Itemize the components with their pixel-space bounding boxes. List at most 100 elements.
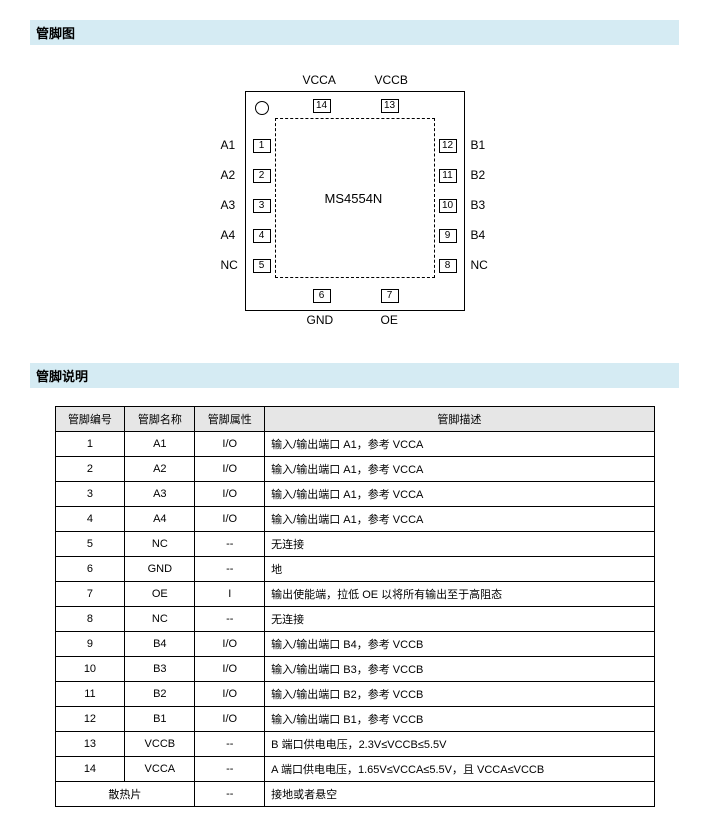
table-cell: I/O	[195, 432, 265, 457]
table-cell: 输入/输出端口 A1，参考 VCCA	[265, 457, 654, 482]
table-cell: 10	[55, 657, 125, 682]
table-cell: 无连接	[265, 607, 654, 632]
table-cell: A1	[125, 432, 195, 457]
table-cell: 4	[55, 507, 125, 532]
table-cell: 1	[55, 432, 125, 457]
pin-number-box: 6	[313, 289, 331, 303]
table-row: 2A2I/O输入/输出端口 A1，参考 VCCA	[55, 457, 654, 482]
pin-label: OE	[381, 313, 398, 327]
pin-number-box: 9	[439, 229, 457, 243]
table-cell: I	[195, 582, 265, 607]
table-cell: B 端口供电电压，2.3V≤VCCB≤5.5V	[265, 732, 654, 757]
table-cell: I/O	[195, 632, 265, 657]
table-header-cell: 管脚名称	[125, 407, 195, 432]
table-row: 9B4I/O输入/输出端口 B4，参考 VCCB	[55, 632, 654, 657]
pin-label: A2	[221, 168, 236, 182]
table-cell: I/O	[195, 657, 265, 682]
table-cell: 14	[55, 757, 125, 782]
table-cell: B3	[125, 657, 195, 682]
pin-diagram-container: MS4554N1A12A23A34A45NC6GND7OE8NC9B410B31…	[30, 63, 679, 333]
table-cell: I/O	[195, 457, 265, 482]
table-cell: I/O	[195, 707, 265, 732]
pin-label: NC	[471, 258, 488, 272]
pin-number-box: 3	[253, 199, 271, 213]
table-cell: 输入/输出端口 B4，参考 VCCB	[265, 632, 654, 657]
table-row: 4A4I/O输入/输出端口 A1，参考 VCCA	[55, 507, 654, 532]
pin-label: B4	[471, 228, 486, 242]
table-cell: 输入/输出端口 A1，参考 VCCA	[265, 482, 654, 507]
pin-label: VCCB	[375, 73, 408, 87]
pin-number-box: 1	[253, 139, 271, 153]
pin-label: B3	[471, 198, 486, 212]
table-cell: 3	[55, 482, 125, 507]
table-cell: B4	[125, 632, 195, 657]
table-cell: GND	[125, 557, 195, 582]
table-row: 10B3I/O输入/输出端口 B3，参考 VCCB	[55, 657, 654, 682]
table-cell: 11	[55, 682, 125, 707]
table-cell: A 端口供电电压，1.65V≤VCCA≤5.5V，且 VCCA≤VCCB	[265, 757, 654, 782]
pin-number-box: 7	[381, 289, 399, 303]
table-cell: OE	[125, 582, 195, 607]
pin-label: VCCA	[303, 73, 336, 87]
table-row: 11B2I/O输入/输出端口 B2，参考 VCCB	[55, 682, 654, 707]
pin-description-table: 管脚编号管脚名称管脚属性管脚描述1A1I/O输入/输出端口 A1，参考 VCCA…	[55, 406, 655, 807]
pin-label: A1	[221, 138, 236, 152]
table-footer-row: 散热片--接地或者悬空	[55, 782, 654, 807]
pin-label: GND	[307, 313, 334, 327]
pin-number-box: 8	[439, 259, 457, 273]
table-cell: 输入/输出端口 A1，参考 VCCA	[265, 507, 654, 532]
table-header-cell: 管脚编号	[55, 407, 125, 432]
table-cell: 输入/输出端口 B2，参考 VCCB	[265, 682, 654, 707]
chip-name-label: MS4554N	[325, 191, 383, 206]
table-row: 14VCCA--A 端口供电电压，1.65V≤VCCA≤5.5V，且 VCCA≤…	[55, 757, 654, 782]
table-row: 8NC--无连接	[55, 607, 654, 632]
table-row: 7OEI输出使能端，拉低 OE 以将所有输出至于高阻态	[55, 582, 654, 607]
table-cell: 6	[55, 557, 125, 582]
pin-label: NC	[221, 258, 238, 272]
table-cell: VCCB	[125, 732, 195, 757]
table-cell: --	[195, 557, 265, 582]
table-cell: 接地或者悬空	[265, 782, 654, 807]
pin-number-box: 5	[253, 259, 271, 273]
table-cell: 无连接	[265, 532, 654, 557]
table-cell: 输入/输出端口 A1，参考 VCCA	[265, 432, 654, 457]
table-cell: --	[195, 607, 265, 632]
pin-number-box: 13	[381, 99, 399, 113]
table-cell: A4	[125, 507, 195, 532]
chip-pin1-marker	[255, 101, 269, 115]
table-header-cell: 管脚属性	[195, 407, 265, 432]
table-cell: 输入/输出端口 B1，参考 VCCB	[265, 707, 654, 732]
pin-label: B1	[471, 138, 486, 152]
table-cell: 12	[55, 707, 125, 732]
pin-number-box: 11	[439, 169, 457, 183]
pin-number-box: 10	[439, 199, 457, 213]
table-cell: I/O	[195, 507, 265, 532]
table-row: 6GND--地	[55, 557, 654, 582]
table-cell: NC	[125, 532, 195, 557]
table-cell: 输出使能端，拉低 OE 以将所有输出至于高阻态	[265, 582, 654, 607]
table-cell: --	[195, 757, 265, 782]
section-header-diagram: 管脚图	[30, 20, 679, 45]
table-row: 1A1I/O输入/输出端口 A1，参考 VCCA	[55, 432, 654, 457]
pin-label: A4	[221, 228, 236, 242]
pin-diagram: MS4554N1A12A23A34A45NC6GND7OE8NC9B410B31…	[185, 63, 525, 333]
table-cell: VCCA	[125, 757, 195, 782]
table-cell: B2	[125, 682, 195, 707]
table-header-cell: 管脚描述	[265, 407, 654, 432]
table-cell: A3	[125, 482, 195, 507]
table-cell: --	[195, 532, 265, 557]
table-cell: I/O	[195, 682, 265, 707]
table-cell: 散热片	[55, 782, 195, 807]
table-cell: A2	[125, 457, 195, 482]
table-cell: 9	[55, 632, 125, 657]
table-cell: 7	[55, 582, 125, 607]
table-cell: 5	[55, 532, 125, 557]
section-header-table: 管脚说明	[30, 363, 679, 388]
pin-number-box: 4	[253, 229, 271, 243]
table-row: 5NC--无连接	[55, 532, 654, 557]
pin-number-box: 2	[253, 169, 271, 183]
table-cell: 2	[55, 457, 125, 482]
table-cell: 输入/输出端口 B3，参考 VCCB	[265, 657, 654, 682]
table-row: 12B1I/O输入/输出端口 B1，参考 VCCB	[55, 707, 654, 732]
table-cell: 13	[55, 732, 125, 757]
